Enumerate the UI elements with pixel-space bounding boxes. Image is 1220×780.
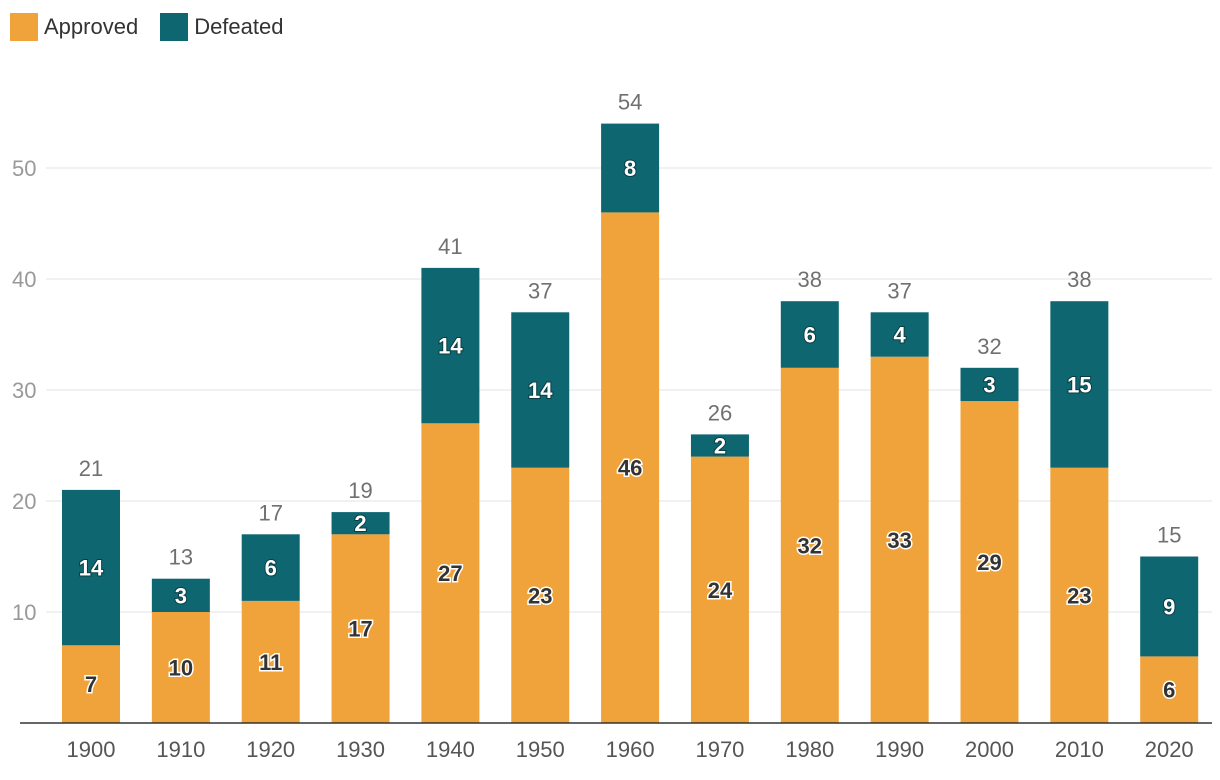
data-label-approved: 46 [618,456,642,481]
data-label-defeated: 3 [983,372,995,397]
bar-defeated-1920[interactable] [241,534,300,601]
bar-defeated-1930[interactable] [331,512,390,535]
bar-defeated-1910[interactable] [151,578,210,612]
data-label-defeated: 9 [1163,594,1175,619]
bar-approved-1900[interactable] [62,645,120,723]
bar-approved-1950[interactable] [511,467,570,723]
bar-approved-1970[interactable] [690,456,749,723]
data-label-approved: 17 [348,617,372,642]
total-label: 38 [798,267,822,292]
bar-defeated-1940[interactable] [421,267,480,424]
data-label-approved: 32 [798,533,822,558]
legend-label-approved: Approved [44,14,139,39]
x-tick-label: 1900 [67,737,116,762]
data-label-approved: 23 [528,583,552,608]
x-tick-label: 1910 [156,737,205,762]
legend-label-defeated: Defeated [194,14,284,39]
total-label: 21 [79,456,103,481]
bar-approved-1910[interactable] [151,612,210,723]
x-tick-label: 1970 [695,737,744,762]
bar-defeated-1960[interactable] [601,123,660,213]
bar-defeated-2010[interactable] [1050,301,1109,468]
y-tick-label: 20 [12,489,36,514]
data-label-defeated: 15 [1067,372,1091,397]
y-tick-label: 10 [12,600,36,625]
data-label-defeated: 2 [354,511,366,536]
bar-defeated-2020[interactable] [1140,556,1199,657]
total-label: 26 [708,400,732,425]
bar-approved-1980[interactable] [780,367,839,723]
bar-defeated-1900[interactable] [62,489,120,646]
x-tick-label: 2010 [1055,737,1104,762]
bar-approved-2000[interactable] [960,401,1019,723]
total-label: 15 [1157,523,1181,548]
y-tick-label: 30 [12,378,36,403]
x-tick-label: 1930 [336,737,385,762]
bar-defeated-1990[interactable] [870,312,929,357]
data-label-approved: 11 [259,650,282,675]
legend-swatch-approved [10,13,38,41]
total-label: 38 [1067,267,1091,292]
bar-defeated-1980[interactable] [780,301,839,368]
bar-approved-1940[interactable] [421,423,480,723]
total-label: 37 [887,278,911,303]
x-tick-label: 1960 [606,737,655,762]
data-label-defeated: 14 [438,334,463,359]
total-label: 17 [258,500,282,525]
legend-item-defeated[interactable]: Defeated [160,13,283,41]
data-label-defeated: 3 [175,583,187,608]
x-tick-label: 1990 [875,737,924,762]
y-tick-label: 50 [12,156,36,181]
total-label: 32 [977,334,1001,359]
bar-approved-1990[interactable] [870,356,929,723]
total-label: 19 [348,478,372,503]
data-label-approved: 24 [708,578,733,603]
x-tick-label: 1950 [516,737,565,762]
bar-approved-2020[interactable] [1140,656,1199,723]
bar-defeated-1950[interactable] [511,312,570,468]
data-label-defeated: 8 [624,156,636,181]
bar-approved-2010[interactable] [1050,467,1109,723]
data-label-defeated: 6 [265,556,277,581]
data-label-approved: 33 [887,528,911,553]
data-label-approved: 23 [1067,583,1091,608]
total-label: 41 [438,234,462,259]
data-label-defeated: 4 [894,323,907,348]
legend: Approved Defeated [10,13,305,41]
data-label-approved: 27 [438,561,462,586]
data-label-defeated: 14 [79,556,104,581]
bar-approved-1930[interactable] [331,534,390,723]
total-label: 13 [169,545,193,570]
x-tick-label: 2000 [965,737,1014,762]
bar-approved-1960[interactable] [601,212,660,723]
bar-approved-1920[interactable] [241,600,300,723]
data-label-defeated: 2 [714,434,726,459]
data-label-defeated: 6 [804,323,816,348]
bar-defeated-1970[interactable] [690,434,749,457]
total-label: 54 [618,90,642,115]
x-tick-label: 1980 [785,737,834,762]
data-label-approved: 6 [1163,678,1175,703]
total-label: 37 [528,278,552,303]
data-label-approved: 10 [169,656,193,681]
x-tick-label: 2020 [1145,737,1194,762]
data-label-approved: 29 [977,550,1001,575]
data-label-approved: 7 [85,672,97,697]
x-tick-label: 1940 [426,737,475,762]
x-tick-label: 1920 [246,737,295,762]
data-label-defeated: 14 [528,378,553,403]
y-tick-label: 40 [12,267,36,292]
bar-defeated-2000[interactable] [960,367,1019,402]
legend-swatch-defeated [160,13,189,41]
legend-item-approved[interactable]: Approved [10,13,138,41]
